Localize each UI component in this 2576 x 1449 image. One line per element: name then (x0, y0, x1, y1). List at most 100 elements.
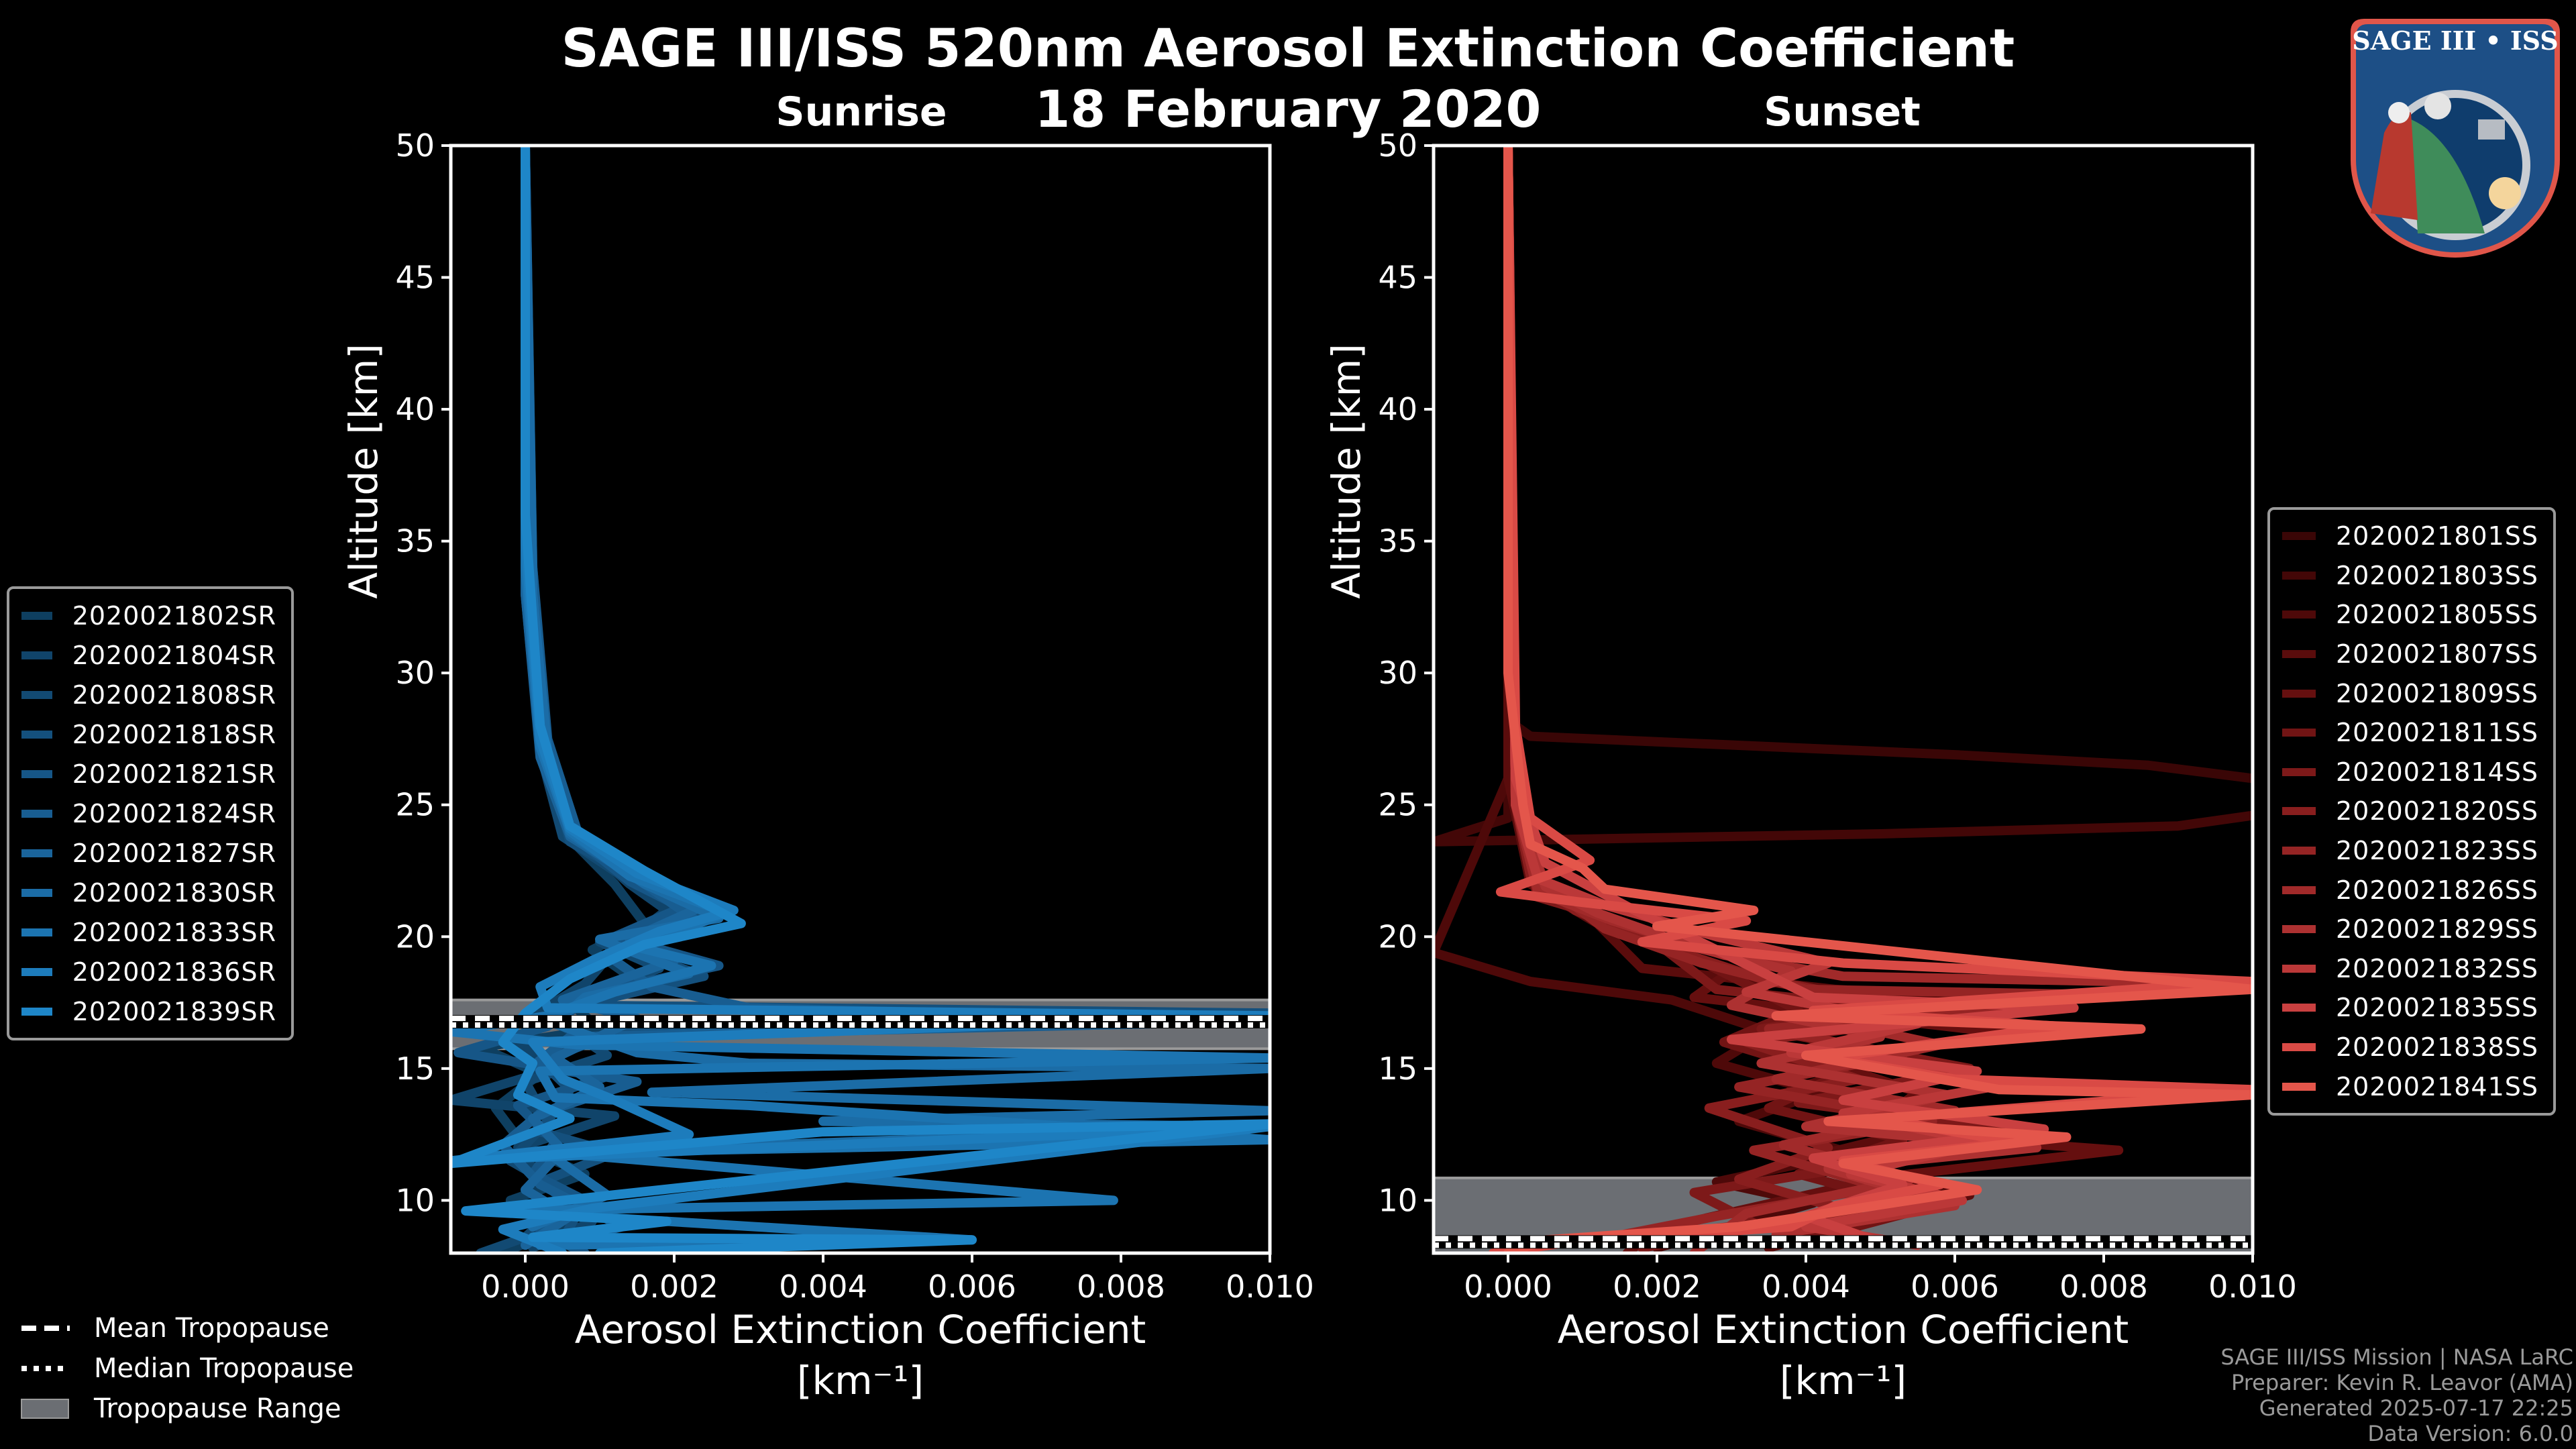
x-tick-label: 0.010 (2208, 1269, 2297, 1305)
legend-item: 2020021839SR (21, 991, 276, 1031)
x-axis-units: [km⁻¹] (1780, 1358, 1907, 1403)
legend-label: 2020021835SS (2335, 993, 2538, 1023)
x-axis-label: Aerosol Extinction Coefficient (1558, 1307, 2129, 1352)
x-tick-label: 0.004 (1762, 1269, 1850, 1305)
chart-subtitle: 18 February 2020 (1034, 79, 1542, 139)
legend-label: 2020021808SR (72, 680, 276, 710)
legend-swatch (2282, 532, 2316, 541)
legend-item: 2020021811SS (2282, 713, 2538, 753)
legend-label: Median Tropopause (94, 1353, 354, 1384)
legend-label: 2020021832SS (2335, 953, 2538, 983)
x-tick-label: 0.000 (481, 1269, 570, 1305)
legend-item: 2020021803SS (2282, 556, 2538, 596)
legend-label: Tropopause Range (94, 1393, 341, 1424)
x-tick-label: 0.004 (779, 1269, 867, 1305)
x-tick-label: 0.008 (2059, 1269, 2148, 1305)
legend-item: 2020021801SS (2282, 517, 2538, 556)
axes-frame (449, 144, 1272, 1255)
legend-item: 2020021802SR (21, 596, 276, 635)
legend-label: 2020021826SS (2335, 875, 2538, 905)
footer-line: Preparer: Kevin R. Leavor (AMA) (2231, 1370, 2573, 1395)
series-line-2020021839SR (451, 146, 1270, 1253)
legend-swatch (2282, 964, 2316, 973)
legend-swatch (2282, 807, 2316, 816)
x-tick-label: 0.010 (1226, 1269, 1314, 1305)
plot-panel-sunset: 10 15 20 25 30 35 40 45 50 0.000 0.002 0.004 0.006 0.… (1324, 127, 2297, 1403)
legend-label: 2020021820SS (2335, 796, 2538, 826)
axes-frame (1432, 144, 2255, 1255)
y-tick-label: 45 (395, 260, 435, 296)
footer-line: Data Version: 6.0.0 (2367, 1421, 2573, 1446)
y-tick-label: 50 (395, 127, 435, 164)
y-tick-label: 15 (1378, 1051, 1417, 1087)
x-tick-label: 0.002 (630, 1269, 718, 1305)
legend-swatch (2282, 729, 2316, 737)
y-tick-label: 25 (395, 787, 435, 823)
legend-swatch (2282, 1004, 2316, 1012)
legend-swatch (2282, 1082, 2316, 1091)
dotted-line-icon (21, 1366, 70, 1371)
legend-item-mean-tropopause: Mean Tropopause (20, 1308, 354, 1348)
legend-swatch (2282, 885, 2316, 894)
y-tick-label: 35 (395, 523, 435, 559)
legend-swatch (21, 730, 52, 739)
legend-swatch (21, 967, 52, 976)
legend-item: 2020021808SR (21, 675, 276, 714)
legend-item: 2020021838SS (2282, 1028, 2538, 1067)
legend-label: 2020021805SS (2335, 600, 2538, 630)
legend-item: 2020021826SS (2282, 870, 2538, 910)
y-tick-label: 40 (395, 391, 435, 427)
legend-label: 2020021833SR (72, 917, 276, 947)
legend-swatch (21, 611, 52, 620)
y-axis-label: Altitude [km] (341, 343, 386, 598)
legend-item: 2020021824SR (21, 794, 276, 833)
y-tick-label: 50 (1378, 127, 1417, 164)
chart-title: SAGE III/ISS 520nm Aerosol Extinction Co… (561, 19, 2015, 79)
series-line-2020021801SS (1503, 146, 2253, 784)
legend-item: 2020021809SS (2282, 674, 2538, 713)
footer-credits: SAGE III/ISS Mission | NASA LaRC Prepare… (2220, 1344, 2573, 1446)
legend-label: 2020021830SR (72, 877, 276, 908)
legend-label: 2020021802SR (72, 600, 276, 631)
legend-label: 2020021829SS (2335, 914, 2538, 945)
panel-title-sunrise: Sunrise (775, 89, 947, 136)
series-line-2020021835SS (1503, 146, 2079, 1248)
legend-label: 2020021801SS (2335, 521, 2538, 551)
legend-item: 2020021836SR (21, 952, 276, 991)
legend-label: Mean Tropopause (94, 1313, 329, 1344)
legend-item: 2020021805SS (2282, 595, 2538, 635)
legend-label: 2020021821SR (72, 759, 276, 789)
footer-line: SAGE III/ISS Mission | NASA LaRC (2220, 1344, 2573, 1370)
legend-label: 2020021823SS (2335, 836, 2538, 866)
y-tick-label: 30 (395, 655, 435, 691)
legend-label: 2020021814SS (2335, 757, 2538, 787)
legend-swatch (2282, 925, 2316, 934)
legend-label: 2020021818SR (72, 719, 276, 749)
plot-area (1434, 146, 2253, 1253)
legend-swatch (21, 1007, 52, 1016)
legend-label: 2020021807SS (2335, 639, 2538, 669)
legend-swatch (2282, 847, 2316, 855)
y-tick-label: 10 (395, 1182, 435, 1218)
legend-swatch (2282, 767, 2316, 776)
legend-item: 2020021830SR (21, 873, 276, 912)
legend-item: 2020021832SS (2282, 949, 2538, 989)
y-axis-label: Altitude [km] (1324, 343, 1369, 598)
x-axis-label: Aerosol Extinction Coefficient (575, 1307, 1146, 1352)
legend-item: 2020021827SR (21, 833, 276, 873)
legend-label: 2020021809SS (2335, 678, 2538, 708)
legend-sunrise: 2020021802SR 2020021804SR 2020021808SR 2020… (7, 586, 294, 1040)
legend-swatch (21, 769, 52, 778)
footer-line: Generated 2025-07-17 22:25 (2259, 1395, 2573, 1421)
range-band-icon (21, 1399, 69, 1419)
legend-item: 2020021820SS (2282, 792, 2538, 831)
legend-item: 2020021829SS (2282, 910, 2538, 949)
x-tick-label: 0.008 (1077, 1269, 1165, 1305)
y-tick-label: 10 (1378, 1182, 1417, 1218)
legend-label: 2020021824SR (72, 798, 276, 828)
legend-swatch (2282, 1043, 2316, 1052)
x-tick-label: 0.006 (1911, 1269, 1999, 1305)
plot-area (451, 146, 1270, 1253)
sage-iii-iss-mission-patch-logo: SAGE III • ISS (2351, 19, 2560, 258)
